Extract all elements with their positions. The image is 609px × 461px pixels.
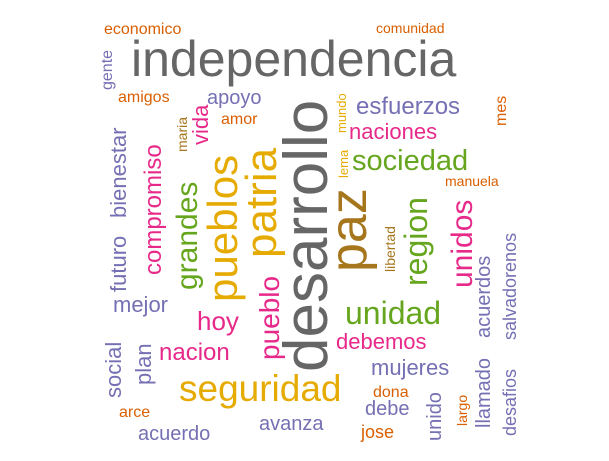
word-debemos: debemos: [336, 329, 427, 354]
word-hoy: hoy: [197, 306, 239, 336]
word-manuela: manuela: [445, 173, 499, 189]
word-independencia: independencia: [131, 31, 456, 87]
word-avanza: avanza: [259, 413, 324, 435]
word-llamado: llamado: [473, 358, 495, 428]
word-esfuerzos: esfuerzos: [356, 93, 460, 120]
word-arce: arce: [119, 404, 150, 421]
word-mes: mes: [493, 96, 510, 126]
word-acuerdos: acuerdos: [473, 256, 495, 338]
word-grandes: grandes: [171, 182, 204, 290]
word-unidad: unidad: [345, 295, 441, 331]
word-naciones: naciones: [349, 119, 437, 144]
word-apoyo: apoyo: [207, 87, 262, 109]
word-gente: gente: [99, 50, 116, 90]
word-largo: largo: [454, 395, 470, 426]
word-economico: economico: [104, 21, 181, 38]
word-comunidad: comunidad: [376, 20, 445, 36]
word-unido: unido: [424, 392, 446, 441]
word-amor: amor: [221, 111, 258, 128]
word-sociedad: sociedad: [352, 145, 468, 177]
word-jose: jose: [360, 422, 394, 442]
word-desarrollo: desarrollo: [272, 100, 341, 372]
word-pueblos: pueblos: [199, 155, 246, 302]
word-desafios: desafios: [500, 369, 520, 436]
word-paz: paz: [320, 188, 378, 272]
word-futuro: futuro: [106, 236, 131, 292]
word-pueblo: pueblo: [254, 276, 285, 360]
word-mundo: mundo: [334, 93, 349, 133]
word-mejor: mejor: [113, 292, 168, 317]
word-libertad: libertad: [382, 226, 398, 272]
word-nacion: nacion: [159, 339, 230, 366]
word-amigos: amigos: [118, 89, 170, 106]
word-social: social: [101, 342, 126, 398]
word-salvadorenos: salvadorenos: [500, 233, 520, 340]
word-maria: maria: [174, 117, 190, 152]
word-patria: patria: [237, 147, 286, 258]
word-seguridad: seguridad: [179, 368, 342, 409]
word-plan: plan: [131, 343, 156, 385]
word-acuerdo: acuerdo: [138, 423, 210, 445]
word-bienestar: bienestar: [106, 127, 131, 218]
word-compromiso: compromiso: [140, 144, 167, 275]
word-debe: debe: [365, 398, 410, 420]
word-mujeres: mujeres: [371, 355, 449, 380]
word-dona: dona: [373, 384, 409, 401]
word-vida: vida: [188, 104, 213, 145]
word-unidos: unidos: [446, 200, 479, 288]
word-lema: lema: [336, 149, 351, 178]
word-region: region: [398, 197, 434, 286]
